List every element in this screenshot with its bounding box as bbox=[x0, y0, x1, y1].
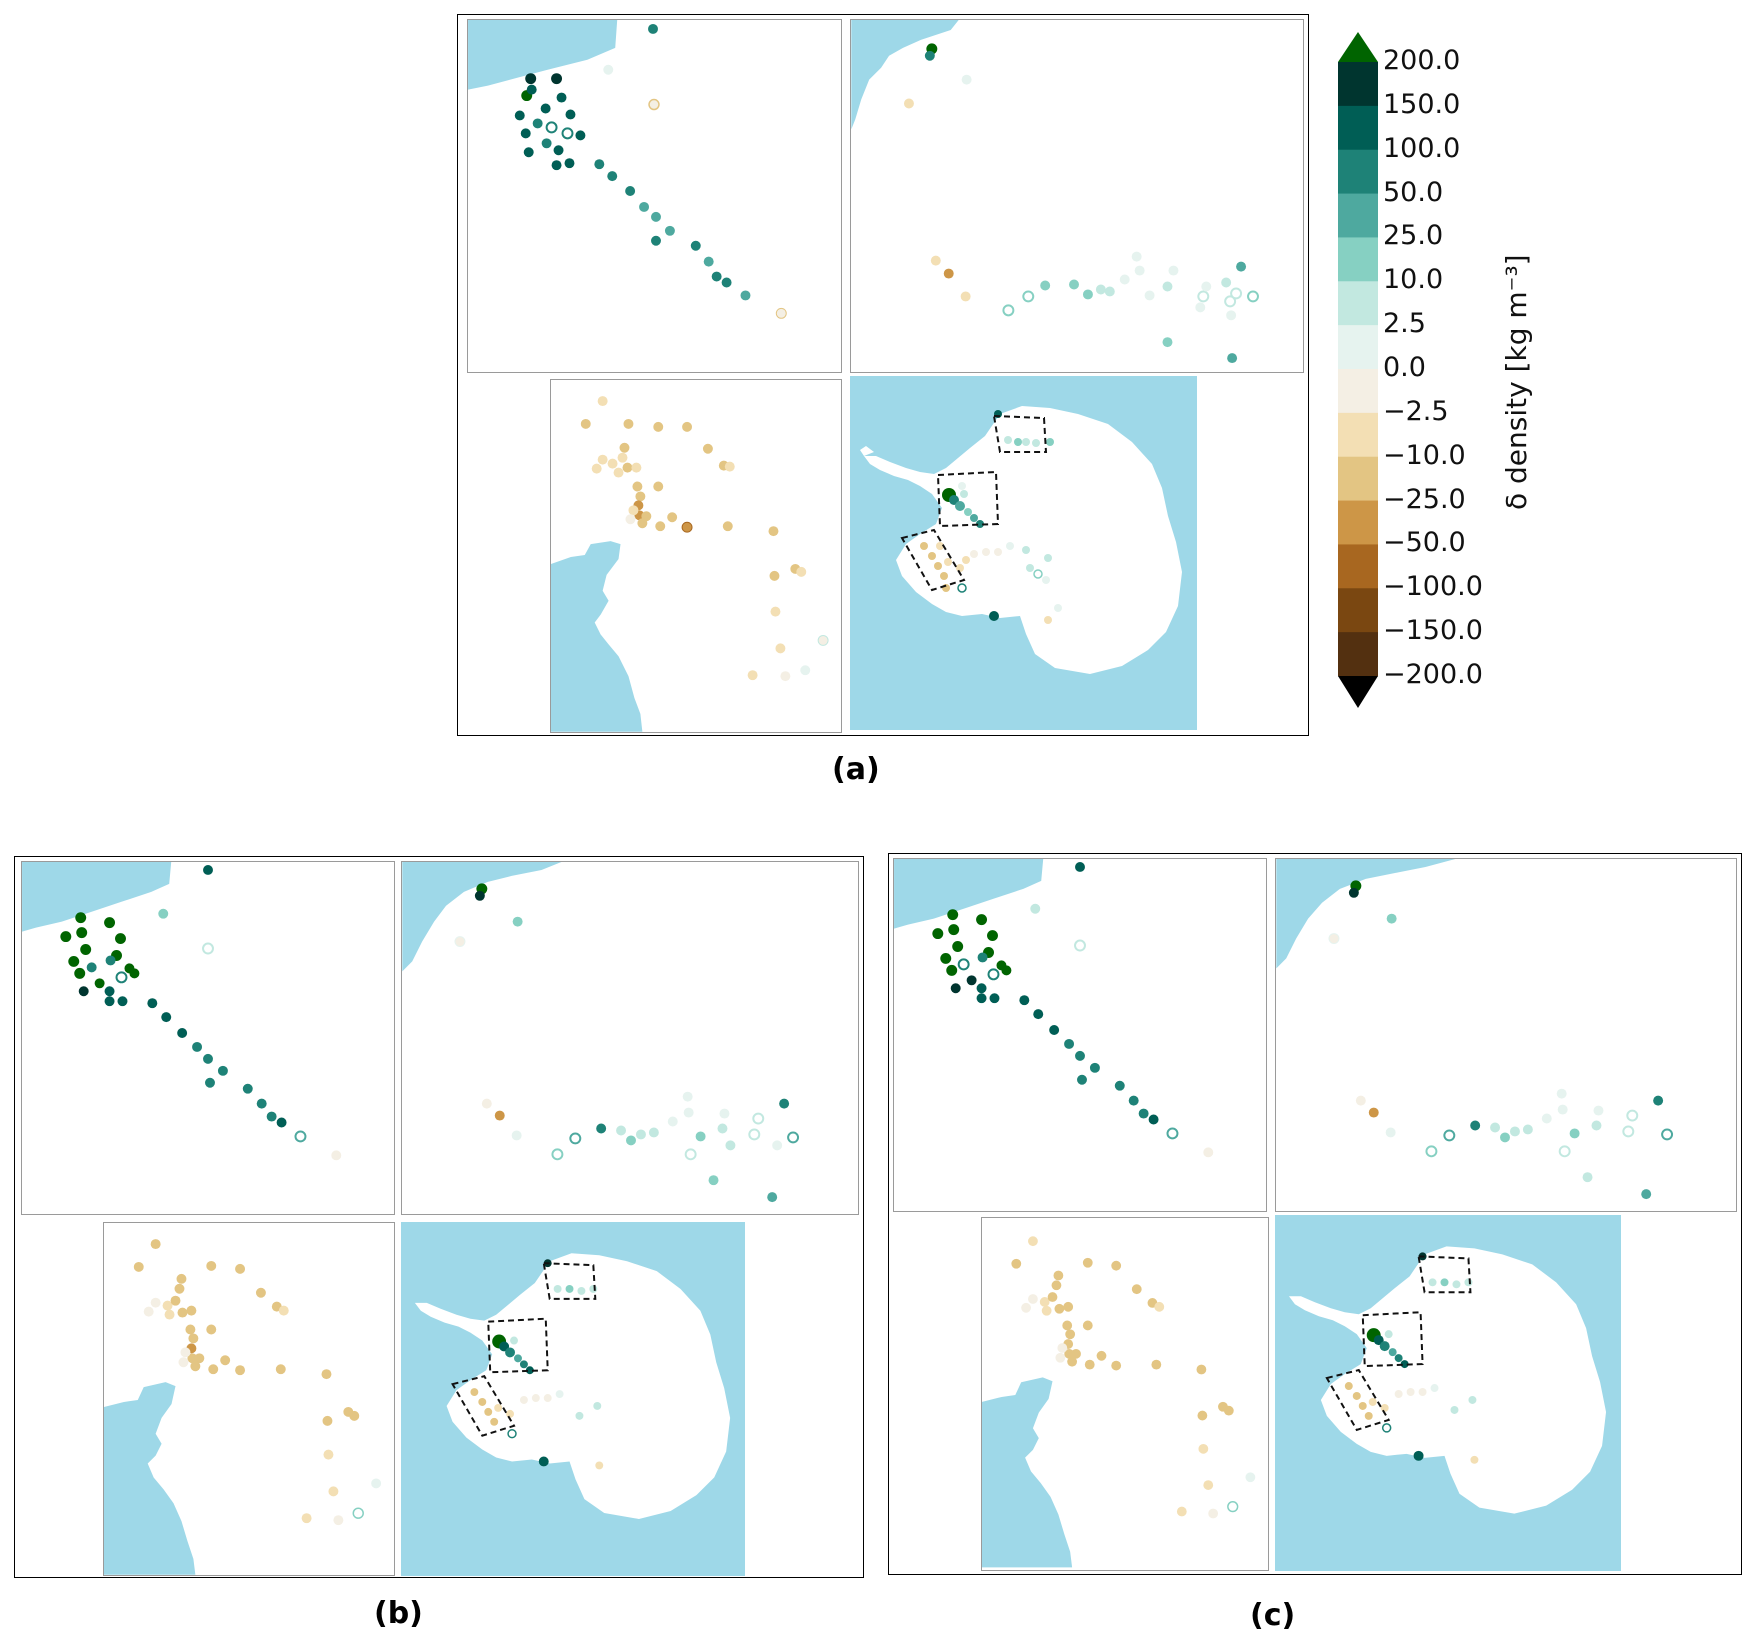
antarctica-overview-map bbox=[860, 406, 1182, 674]
colorbar-band bbox=[1338, 149, 1378, 195]
antarctica-overview-b bbox=[401, 1222, 745, 1576]
inset-west-coast-c bbox=[981, 1217, 1269, 1571]
colorbar-tick-label: 2.5 bbox=[1383, 308, 1426, 340]
colorbar-band bbox=[1338, 281, 1378, 326]
colorbar-tick-label: 200.0 bbox=[1383, 45, 1461, 76]
caption-b: (b) bbox=[374, 1596, 423, 1631]
inset-west-coast-b bbox=[103, 1222, 395, 1576]
colorbar-tick-label: 150.0 bbox=[1383, 88, 1461, 120]
figure-b bbox=[14, 856, 864, 1578]
colorbar-tick-label: −150.0 bbox=[1383, 615, 1483, 647]
colorbar-tick-label: −10.0 bbox=[1383, 439, 1466, 471]
colorbar-tick-label: 50.0 bbox=[1383, 176, 1444, 208]
colorbar-tick-label: −100.0 bbox=[1383, 571, 1483, 603]
colorbar-band bbox=[1338, 632, 1378, 677]
colorbar-tick-label: −50.0 bbox=[1383, 527, 1466, 559]
colorbar-band bbox=[1338, 500, 1378, 545]
overview-points bbox=[920, 410, 1062, 624]
inset-peninsula-north-c bbox=[893, 858, 1267, 1212]
overview-boxes bbox=[900, 414, 1048, 592]
colorbar-tick-label: 100.0 bbox=[1383, 132, 1461, 164]
colorbar-title: δ density [kg m⁻³] bbox=[1500, 254, 1533, 510]
inset-peninsula-north-points bbox=[514, 23, 787, 319]
inset-west-coast-map bbox=[551, 396, 829, 732]
colorbar-band bbox=[1338, 588, 1378, 633]
inset-peninsula-north bbox=[467, 19, 842, 373]
inset-east-points bbox=[903, 43, 1259, 364]
colorbar-graphic bbox=[1338, 32, 1378, 708]
colorbar-tick-label: −2.5 bbox=[1383, 395, 1449, 427]
colorbar-band bbox=[1338, 325, 1378, 370]
colorbar-tick-label: 0.0 bbox=[1383, 352, 1426, 383]
inset-east-map bbox=[851, 20, 1259, 364]
colorbar-band bbox=[1338, 456, 1378, 502]
colorbar-band bbox=[1338, 412, 1378, 458]
colorbar-tick-label: 25.0 bbox=[1383, 220, 1444, 252]
colorbar-band bbox=[1338, 369, 1378, 414]
inset-peninsula-north-b bbox=[21, 861, 395, 1215]
inset-peninsula-north-map bbox=[468, 20, 787, 319]
inset-east-b bbox=[401, 861, 859, 1215]
colorbar-extend-max bbox=[1338, 32, 1378, 62]
figure-a bbox=[457, 14, 1309, 736]
inset-east bbox=[850, 19, 1304, 373]
antarctica-overview bbox=[850, 376, 1197, 730]
colorbar-band bbox=[1338, 62, 1378, 107]
colorbar-tick-label: 10.0 bbox=[1383, 264, 1444, 296]
caption-c: (c) bbox=[1250, 1598, 1296, 1633]
colorbar-band bbox=[1338, 237, 1378, 282]
antarctica-overview-c bbox=[1275, 1215, 1621, 1571]
colorbar-bands bbox=[1338, 62, 1378, 677]
colorbar-tick-label: −200.0 bbox=[1383, 659, 1483, 690]
colorbar-band bbox=[1338, 544, 1378, 589]
colorbar-band bbox=[1338, 105, 1378, 151]
colorbar-tick-label: −25.0 bbox=[1383, 483, 1466, 515]
colorbar bbox=[1338, 32, 1378, 712]
caption-a: (a) bbox=[832, 752, 880, 787]
figure-c bbox=[888, 853, 1742, 1575]
inset-west-coast bbox=[550, 379, 842, 733]
colorbar-band bbox=[1338, 193, 1378, 238]
inset-west-coast-points bbox=[580, 396, 829, 682]
colorbar-extend-min bbox=[1338, 676, 1378, 708]
inset-east-c bbox=[1275, 858, 1737, 1212]
